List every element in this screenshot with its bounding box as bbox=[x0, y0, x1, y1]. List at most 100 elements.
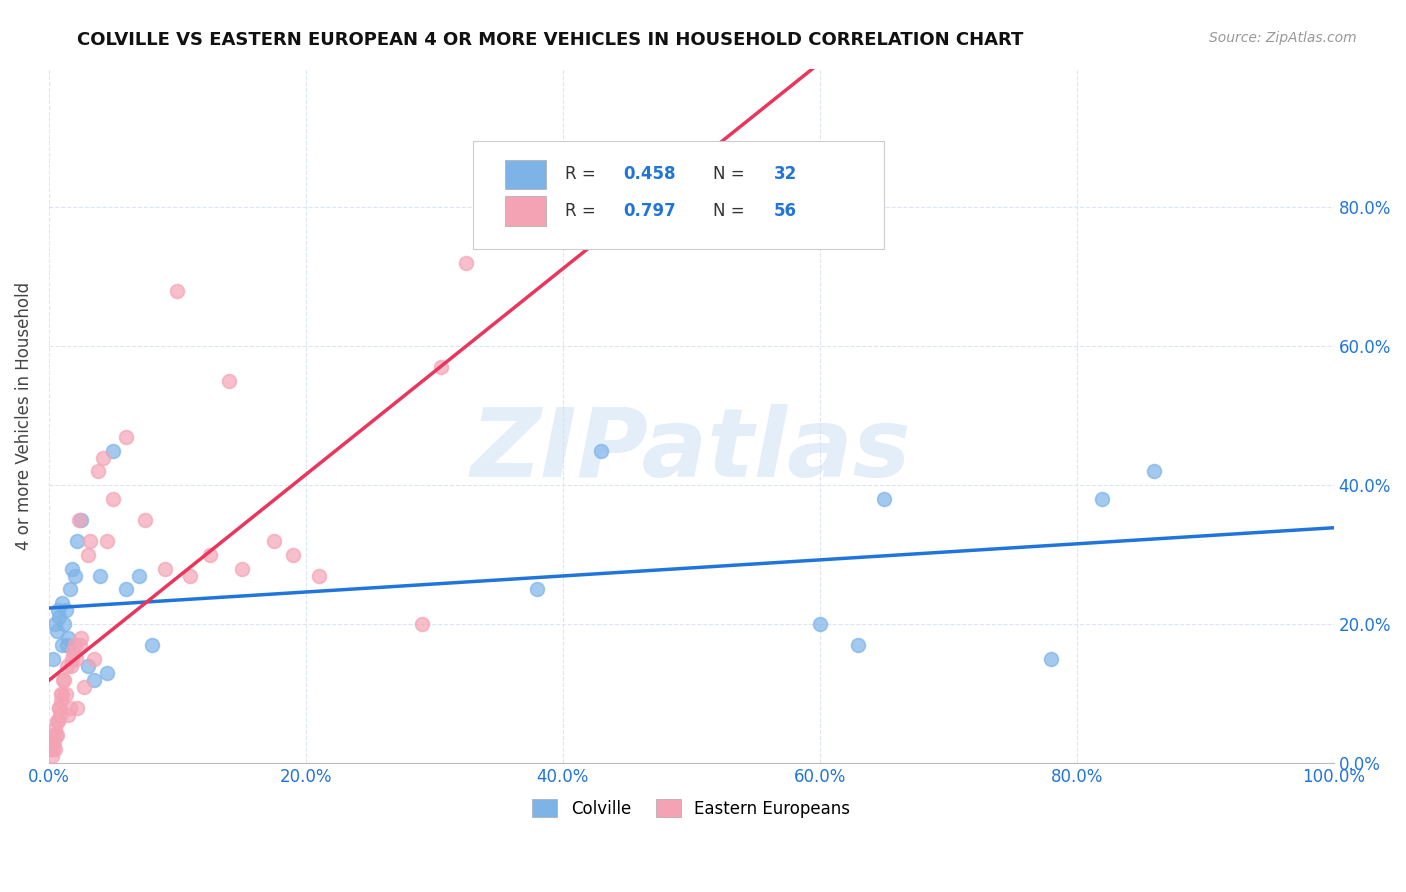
Point bbox=[52, 673, 75, 687]
Point bbox=[63, 568, 86, 582]
Point bbox=[103, 492, 125, 507]
Point bbox=[60, 652, 83, 666]
Point bbox=[89, 568, 111, 582]
Text: Source: ZipAtlas.com: Source: ZipAtlas.com bbox=[1209, 31, 1357, 45]
Point bbox=[1143, 464, 1166, 478]
Point bbox=[1040, 652, 1063, 666]
Point bbox=[67, 513, 90, 527]
Point bbox=[46, 714, 69, 729]
Point bbox=[58, 707, 80, 722]
Text: N =: N = bbox=[713, 165, 749, 183]
Text: R =: R = bbox=[565, 202, 602, 220]
Point bbox=[96, 533, 118, 548]
Point bbox=[66, 533, 89, 548]
Point bbox=[76, 548, 98, 562]
Point bbox=[41, 735, 63, 749]
Point bbox=[76, 659, 98, 673]
Point bbox=[73, 680, 96, 694]
Point bbox=[103, 443, 125, 458]
Point bbox=[39, 735, 62, 749]
Point bbox=[39, 742, 62, 756]
Point bbox=[873, 492, 896, 507]
Point bbox=[70, 513, 93, 527]
Text: 32: 32 bbox=[773, 165, 797, 183]
Point bbox=[65, 652, 87, 666]
Point bbox=[46, 603, 69, 617]
Point bbox=[42, 652, 65, 666]
Point bbox=[44, 742, 66, 756]
Point bbox=[128, 568, 150, 582]
FancyBboxPatch shape bbox=[505, 160, 546, 189]
Point bbox=[48, 700, 70, 714]
Point bbox=[56, 638, 79, 652]
Point bbox=[49, 693, 72, 707]
Point bbox=[134, 513, 156, 527]
Point bbox=[198, 548, 221, 562]
Point bbox=[591, 443, 613, 458]
FancyBboxPatch shape bbox=[472, 142, 884, 249]
Point bbox=[60, 561, 83, 575]
Point bbox=[55, 603, 77, 617]
Point bbox=[115, 430, 138, 444]
Point bbox=[58, 582, 80, 597]
Text: N =: N = bbox=[713, 202, 749, 220]
Point bbox=[411, 617, 433, 632]
Point bbox=[55, 687, 77, 701]
Point bbox=[308, 568, 330, 582]
Point bbox=[83, 652, 105, 666]
Point bbox=[46, 714, 69, 729]
Point bbox=[53, 673, 76, 687]
Point bbox=[263, 533, 285, 548]
Point bbox=[281, 548, 304, 562]
Point bbox=[48, 700, 70, 714]
Point bbox=[45, 728, 67, 742]
Point bbox=[48, 610, 70, 624]
Point bbox=[58, 700, 80, 714]
Point bbox=[56, 659, 79, 673]
Point bbox=[63, 638, 86, 652]
Point bbox=[42, 728, 65, 742]
Point bbox=[115, 582, 138, 597]
Point bbox=[51, 596, 73, 610]
Point bbox=[70, 631, 93, 645]
Text: ZIPatlas: ZIPatlas bbox=[471, 404, 911, 497]
Point bbox=[846, 638, 869, 652]
Point bbox=[153, 561, 176, 575]
Point bbox=[66, 700, 89, 714]
Point bbox=[179, 568, 201, 582]
Point bbox=[91, 450, 114, 465]
Y-axis label: 4 or more Vehicles in Household: 4 or more Vehicles in Household bbox=[15, 282, 32, 549]
Point bbox=[526, 582, 548, 597]
FancyBboxPatch shape bbox=[505, 196, 546, 226]
Point bbox=[41, 749, 63, 764]
Point bbox=[51, 687, 73, 701]
Legend: Colville, Eastern Europeans: Colville, Eastern Europeans bbox=[526, 793, 856, 824]
Point bbox=[53, 617, 76, 632]
Point bbox=[166, 284, 188, 298]
Point bbox=[79, 533, 101, 548]
Point bbox=[96, 665, 118, 680]
Point bbox=[430, 360, 453, 375]
Point bbox=[456, 256, 478, 270]
Text: 56: 56 bbox=[773, 202, 797, 220]
Point bbox=[83, 673, 105, 687]
Point bbox=[808, 617, 831, 632]
Point bbox=[141, 638, 163, 652]
Point bbox=[42, 735, 65, 749]
Point bbox=[44, 617, 66, 632]
Point bbox=[231, 561, 253, 575]
Point bbox=[1091, 492, 1114, 507]
Point bbox=[42, 742, 65, 756]
Point bbox=[45, 624, 67, 639]
Point bbox=[218, 374, 240, 388]
Point bbox=[51, 687, 73, 701]
Point bbox=[62, 645, 84, 659]
Text: 0.458: 0.458 bbox=[623, 165, 676, 183]
Text: 0.797: 0.797 bbox=[623, 202, 676, 220]
Point bbox=[87, 464, 110, 478]
Point bbox=[51, 638, 73, 652]
Point bbox=[44, 722, 66, 736]
Point bbox=[49, 707, 72, 722]
Point bbox=[59, 659, 82, 673]
Text: COLVILLE VS EASTERN EUROPEAN 4 OR MORE VEHICLES IN HOUSEHOLD CORRELATION CHART: COLVILLE VS EASTERN EUROPEAN 4 OR MORE V… bbox=[77, 31, 1024, 49]
